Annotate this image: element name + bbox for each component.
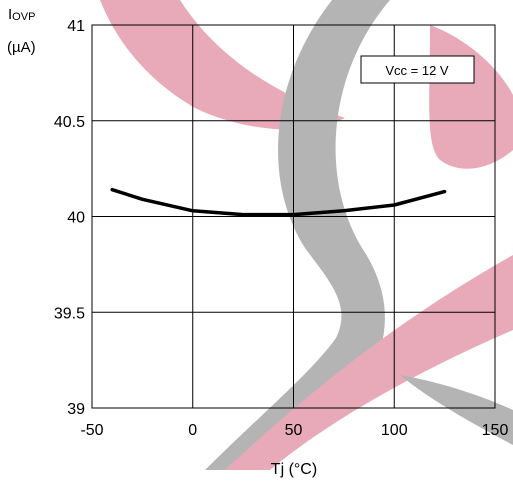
grid-lines [92, 25, 495, 408]
watermark-red-right [429, 25, 513, 169]
y-tick-label: 41 [67, 18, 85, 35]
y-tick-label: 39 [67, 401, 85, 418]
watermark-gray-bottom [400, 375, 513, 445]
watermark-red-bottom [225, 255, 513, 470]
x-tick-label: 50 [285, 422, 303, 439]
y-axis-label-unit: (µA) [7, 39, 36, 56]
x-axis-label: Tj (°C) [271, 461, 317, 478]
y-axis-label: IOVP (µA) [7, 6, 36, 56]
watermark-red-swoosh-top [100, 0, 345, 130]
y-axis-label-main: IOVP [8, 6, 35, 23]
annotation-text: Vcc = 12 V [385, 63, 449, 78]
annotation-box: Vcc = 12 V [360, 55, 475, 84]
x-tick-label: 0 [188, 422, 197, 439]
watermark-gray-arc [205, 0, 390, 470]
x-tick-label: 150 [482, 422, 509, 439]
y-tick-label: 39.5 [54, 305, 85, 322]
y-axis-label-subscript: OVP [12, 11, 35, 23]
x-tick-labels: -50 0 50 100 150 [80, 422, 508, 439]
plot-area [91, 24, 496, 409]
y-axis-label-symbol: I [8, 6, 12, 23]
y-tick-label: 40.5 [54, 114, 85, 131]
y-tick-label: 40 [67, 210, 85, 227]
x-tick-label: 100 [381, 422, 408, 439]
annotation-frame [360, 55, 475, 84]
x-tick-label: -50 [80, 422, 103, 439]
y-tick-labels: 39 39.5 40 40.5 41 [54, 18, 85, 418]
watermark-logo [100, 0, 513, 470]
plot-frame [91, 24, 496, 409]
series-line [110, 187, 447, 217]
